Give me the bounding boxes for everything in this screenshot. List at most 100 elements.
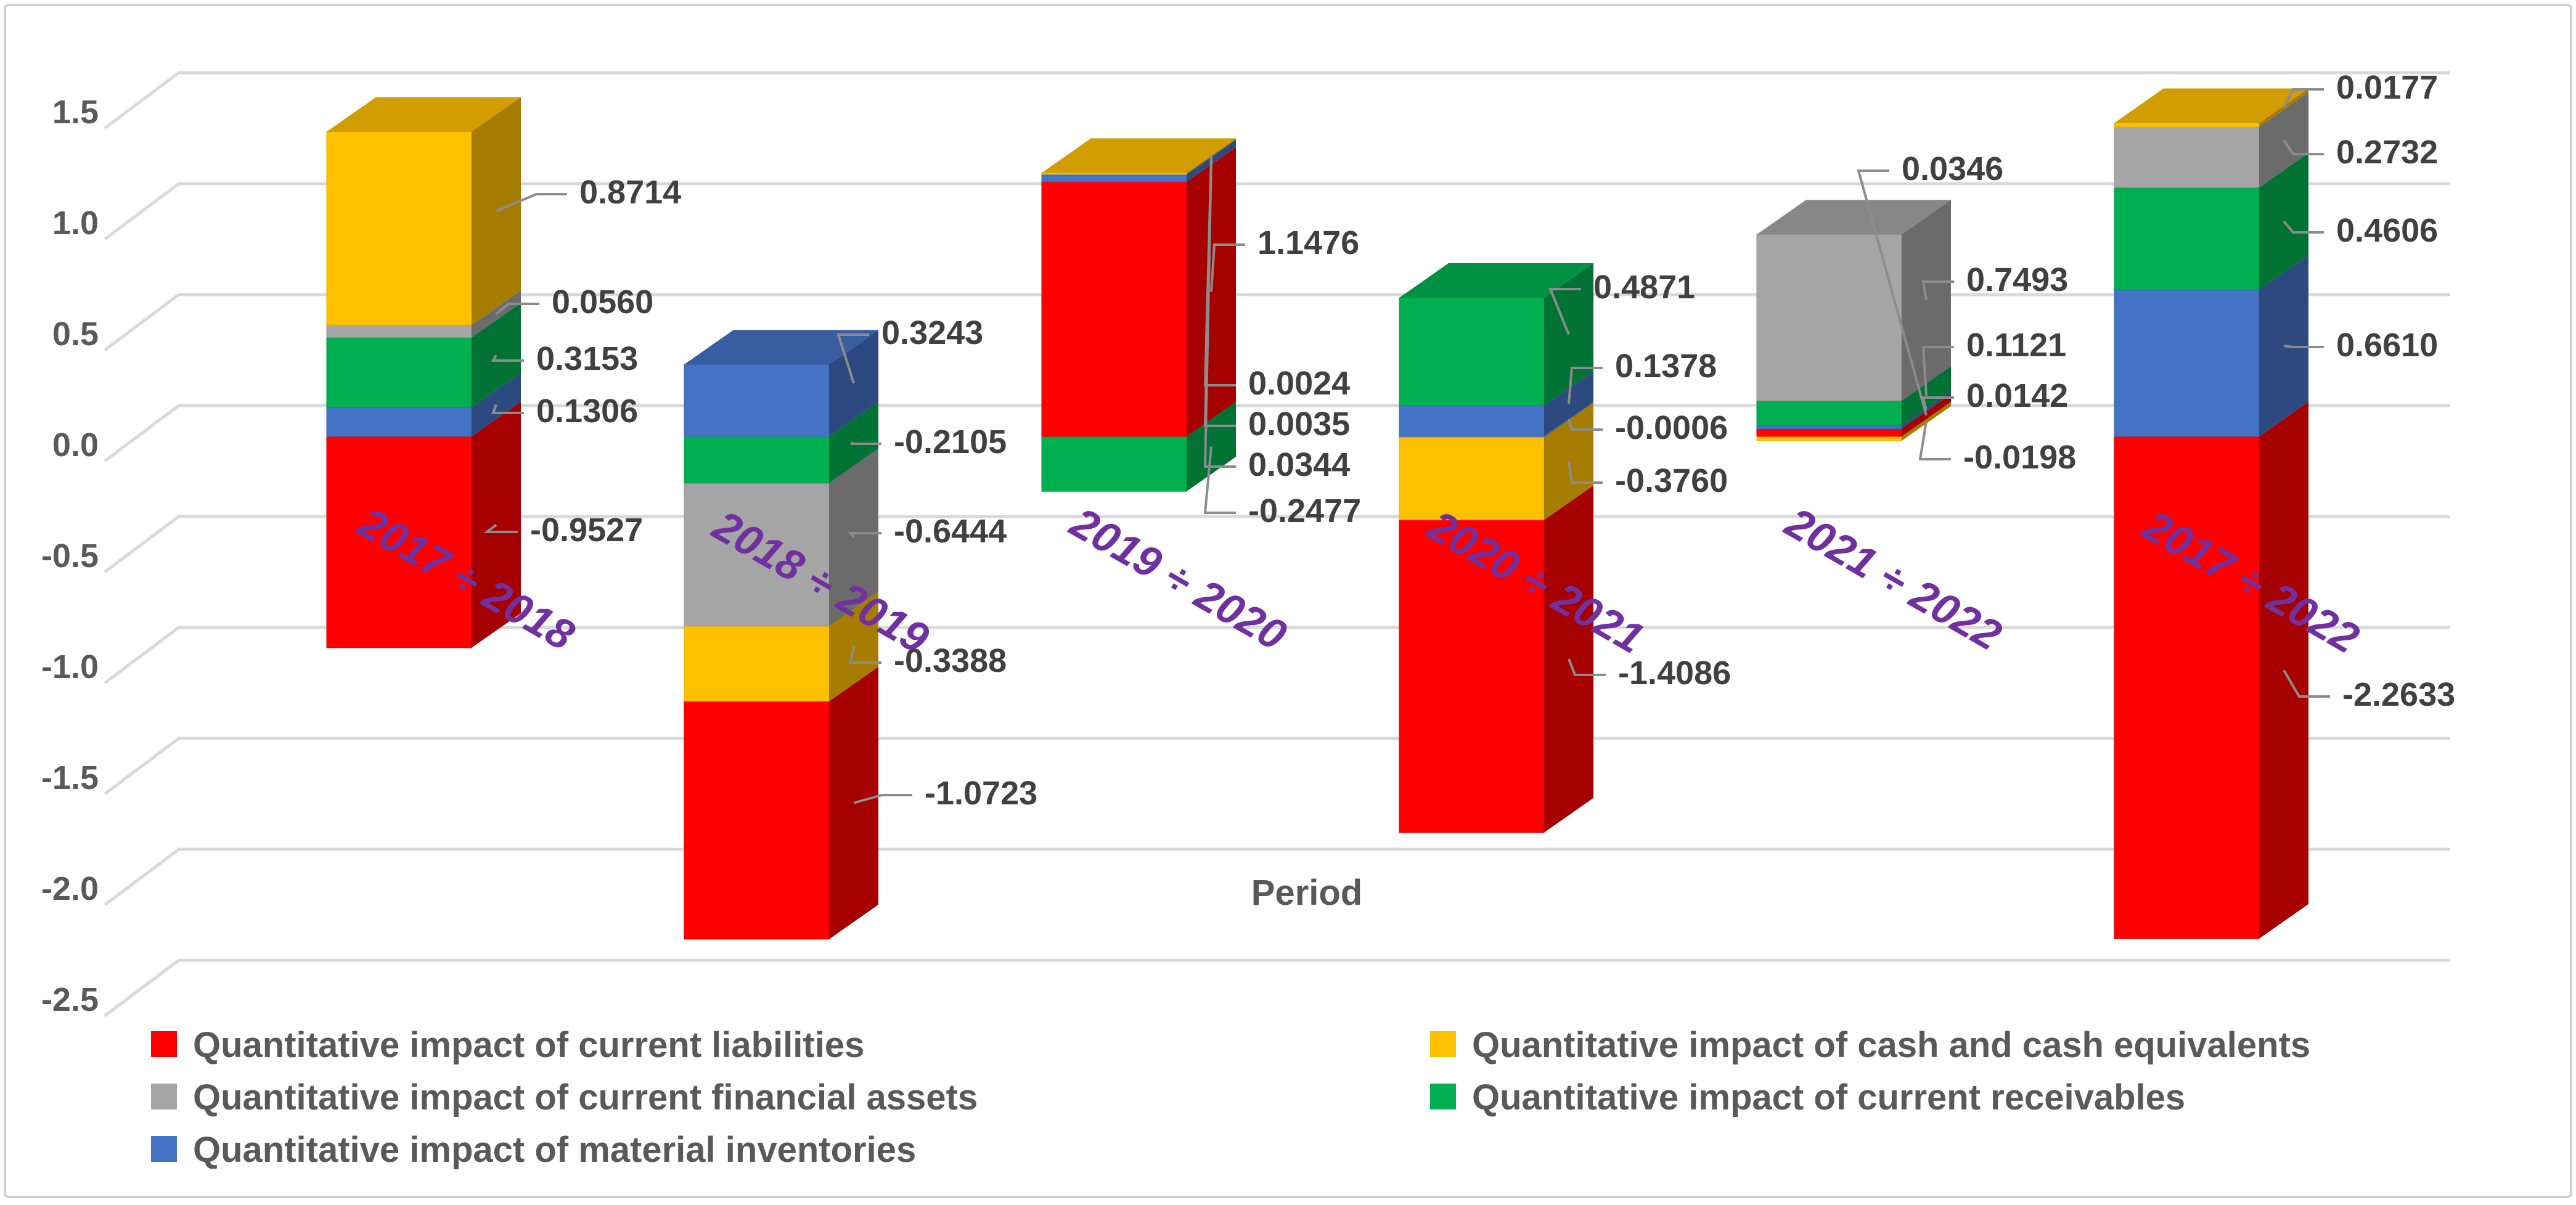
gridline [104, 293, 2450, 351]
bar-segment-side [1544, 371, 1593, 436]
data-label: 0.8714 [579, 174, 681, 211]
data-label: 0.1306 [536, 393, 638, 430]
leader-line [491, 354, 524, 362]
bar-segment-front [1756, 428, 1902, 437]
data-label: 0.3153 [536, 340, 638, 377]
data-label: -2.2633 [2342, 676, 2455, 713]
leader-line [853, 794, 912, 804]
y-tick-label: -2.0 [41, 870, 99, 907]
y-tick-label: 0.5 [52, 316, 99, 353]
leader-lines [483, 88, 2330, 804]
gridlines [104, 71, 2450, 1017]
legend-swatch [151, 1084, 177, 1109]
leader-line [2283, 669, 2330, 698]
leader-line [1203, 160, 1236, 468]
bar-segment-front [1756, 400, 1902, 426]
bar-segment-front [2114, 289, 2260, 437]
x-axis-title: Period [1251, 873, 1363, 913]
bar-segment-front [326, 337, 472, 408]
gridline [104, 71, 2450, 129]
gridline [104, 737, 2450, 795]
bar-segment-front [684, 436, 830, 484]
bar-segment-front [1399, 520, 1545, 833]
legend-label: Quantitative impact of material inventor… [193, 1130, 916, 1170]
bar-segment-front [1399, 297, 1545, 406]
data-label: -1.0723 [925, 775, 1037, 812]
y-tick-label: -1.0 [41, 648, 99, 685]
bar-segment-front [684, 483, 830, 627]
leader-line [1568, 460, 1603, 484]
leader-line [2283, 345, 2324, 348]
bar-segment-top [327, 97, 521, 132]
leader-line [1921, 346, 1954, 396]
data-label: 0.0035 [1248, 406, 1350, 443]
data-label: 0.1121 [1966, 327, 2066, 364]
gridline [104, 959, 180, 1017]
bar-segment-front [684, 701, 830, 940]
bar-segment-front [1399, 405, 1545, 437]
bar-segment-front [1041, 172, 1187, 174]
data-label: -0.3388 [894, 642, 1007, 679]
legend-swatch [151, 1031, 177, 1057]
data-label: 0.0024 [1248, 365, 1350, 402]
bar-segment-top [1042, 138, 1236, 173]
data-label: 0.4871 [1593, 269, 1695, 306]
leader-line [1921, 280, 1954, 301]
data-label: -0.2105 [894, 423, 1007, 460]
leader-line [850, 441, 881, 445]
bar-segment-front [1041, 173, 1187, 182]
legend-swatch [151, 1136, 177, 1162]
leader-line [491, 404, 524, 414]
leader-line [1921, 396, 1954, 411]
data-label: 0.4606 [2336, 212, 2438, 249]
legend-label: Quantitative impact of current liabiliti… [193, 1025, 864, 1065]
bar-segment-top [684, 330, 878, 365]
bar-segment-front [1756, 436, 1902, 441]
data-label: 0.0142 [1966, 377, 2068, 414]
bar-segment-front [2114, 126, 2260, 188]
data-label: 0.2732 [2336, 134, 2438, 171]
data-labels: 0.8714 0.0560 0.3153 0.1306 -0.9527 0.3243 -0.… [530, 69, 2455, 812]
bar-segment-front [1756, 234, 1902, 401]
leader-line [1857, 170, 1928, 416]
data-label: 0.3243 [881, 314, 983, 351]
leader-line [2283, 88, 2324, 108]
gridline [104, 626, 2450, 684]
leader-line [1548, 288, 1581, 335]
y-tick-label: 1.0 [52, 205, 99, 242]
bar-segment-front [326, 436, 472, 648]
y-tick-label: 0.0 [52, 427, 99, 464]
gridline [104, 515, 2450, 573]
bar-segment-top [1757, 200, 1951, 235]
leader-line [495, 303, 539, 315]
data-label: 0.0177 [2336, 69, 2438, 106]
legend-label: Quantitative impact of current receivabl… [1472, 1077, 2185, 1117]
data-label: 0.0346 [1902, 150, 2003, 187]
y-tick-label: -2.5 [41, 981, 99, 1018]
bar-segment-side [1902, 391, 1951, 429]
data-label: -0.3760 [1615, 462, 1728, 499]
bar-segment-side [1902, 402, 1951, 441]
data-label: 0.1378 [1615, 348, 1717, 385]
data-label: 0.6610 [2336, 327, 2438, 364]
leader-line [483, 523, 518, 533]
y-tick-label: 1.5 [52, 94, 99, 131]
bar-segment-front [1756, 425, 1902, 430]
bar-segment-front [1041, 436, 1187, 492]
bar-segment-front [2114, 436, 2260, 939]
data-label: 0.0560 [552, 284, 653, 321]
data-label: -1.4086 [1618, 655, 1731, 692]
bar-segment-front [326, 324, 472, 338]
gridline [104, 404, 2450, 462]
bar-segment-front [326, 407, 472, 437]
y-tick-label: -0.5 [41, 537, 99, 574]
bar-segment-front [684, 626, 830, 702]
data-label: -0.0198 [1963, 439, 2076, 476]
bar-segment-side [829, 666, 878, 939]
leader-line [496, 193, 567, 213]
y-axis: 1.5 1.0 0.5 0.0 -0.5 -1.0 -1.5 -2.0 -2.5 [41, 94, 99, 1018]
legend-label: Quantitative impact of cash and cash equ… [1472, 1025, 2310, 1065]
y-tick-label: -1.5 [41, 759, 99, 796]
